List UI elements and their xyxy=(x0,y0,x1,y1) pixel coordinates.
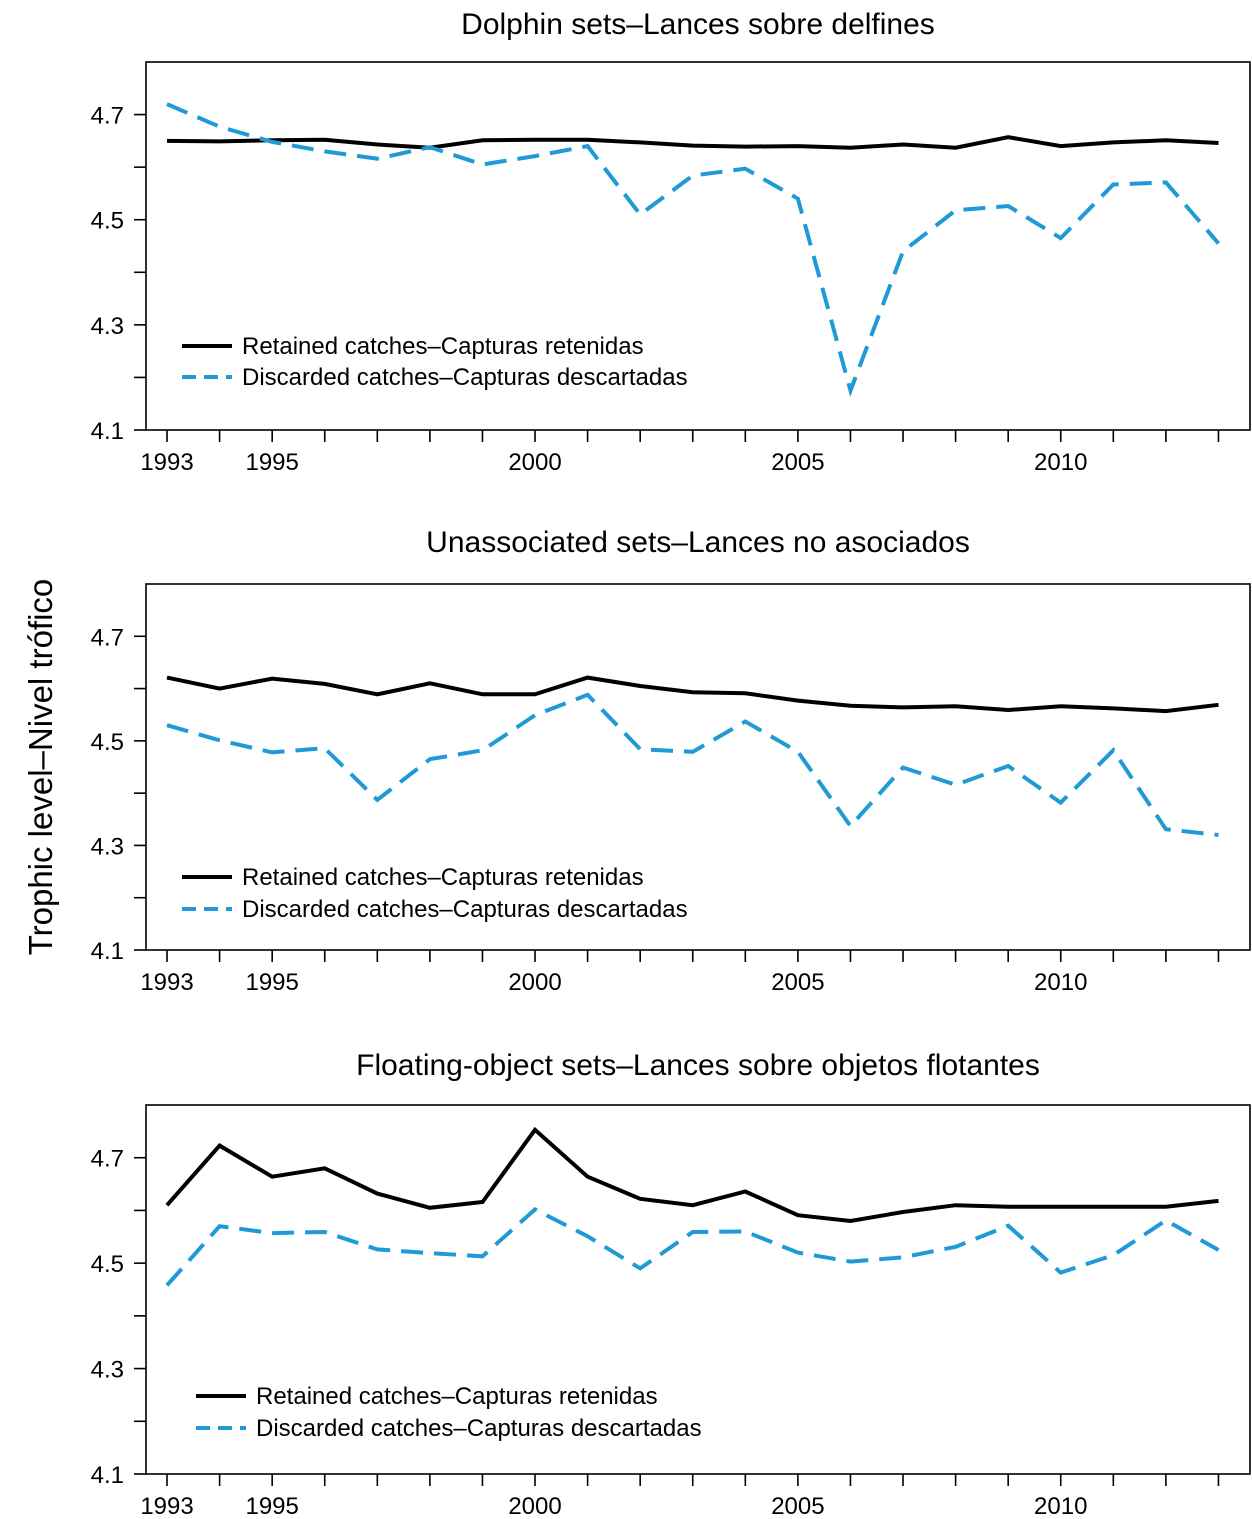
legend-label: Retained catches–Capturas retenidas xyxy=(256,1383,658,1410)
x-tick-label: 1995 xyxy=(245,969,298,996)
series-line-retained xyxy=(166,135,1219,150)
y-tick-label: 4.1 xyxy=(91,418,124,445)
legend: Retained catches–Capturas retenidas Disca… xyxy=(182,864,688,923)
x-tick-label: 2005 xyxy=(771,449,824,476)
x-tick-label: 1993 xyxy=(140,969,193,996)
x-tick-label: 2010 xyxy=(1034,1493,1087,1519)
series-line-retained xyxy=(166,675,1219,714)
chart-panel-3: Floating-object sets–Lances sobre objeto… xyxy=(91,1049,1251,1519)
x-tick-label: 1993 xyxy=(140,449,193,476)
x-tick-label: 2010 xyxy=(1034,449,1087,476)
y-tick-label: 4.5 xyxy=(91,729,124,756)
y-tick-label: 4.1 xyxy=(91,938,124,965)
y-tick-label: 4.7 xyxy=(91,1146,124,1173)
chart-title: Floating-object sets–Lances sobre objeto… xyxy=(356,1049,1040,1082)
legend-label: Discarded catches–Capturas descartadas xyxy=(242,364,688,391)
x-tick-label: 2005 xyxy=(771,969,824,996)
y-tick-label: 4.7 xyxy=(91,103,124,130)
x-tick-label: 2000 xyxy=(508,1493,561,1519)
legend-label: Discarded catches–Capturas descartadas xyxy=(242,896,688,923)
legend-label: Retained catches–Capturas retenidas xyxy=(242,864,644,891)
legend: Retained catches–Capturas retenidas Disca… xyxy=(196,1383,702,1442)
y-tick-label: 4.5 xyxy=(91,208,124,235)
y-tick-label: 4.5 xyxy=(91,1251,124,1278)
y-tick-label: 4.3 xyxy=(91,1357,124,1384)
plot-frame xyxy=(145,61,1251,431)
plot-frame xyxy=(145,1104,1251,1475)
series-line-retained xyxy=(165,1126,1219,1224)
series-line-discarded xyxy=(165,1206,1220,1287)
chart-title: Unassociated sets–Lances no asociados xyxy=(426,526,970,559)
y-tick-label: 4.3 xyxy=(91,833,124,860)
series-line-discarded xyxy=(166,102,1221,398)
y-tick-label: 4.7 xyxy=(91,624,124,651)
x-tick-label: 1993 xyxy=(140,1493,193,1519)
chart-title: Dolphin sets–Lances sobre delfines xyxy=(461,8,935,41)
legend-label: Discarded catches–Capturas descartadas xyxy=(256,1415,702,1442)
chart-panel-1: Dolphin sets–Lances sobre delfines 4.1 4.3… xyxy=(91,8,1251,476)
legend: Retained catches–Capturas retenidas Disca… xyxy=(182,333,688,391)
plot-frame xyxy=(145,583,1251,951)
series-line-discarded xyxy=(166,692,1219,837)
y-axis-label: Trophic level–Nivel trófico xyxy=(22,579,59,956)
x-tick-label: 2010 xyxy=(1034,969,1087,996)
x-tick-label: 2005 xyxy=(771,1493,824,1519)
chart-panel-2: Unassociated sets–Lances no asociados 4.1… xyxy=(91,526,1251,996)
y-tick-label: 4.1 xyxy=(91,1462,124,1489)
x-tick-label: 2000 xyxy=(508,449,561,476)
y-tick-label: 4.3 xyxy=(91,313,124,340)
x-tick-label: 2000 xyxy=(508,969,561,996)
x-tick-label: 1995 xyxy=(245,1493,298,1519)
legend-label: Retained catches–Capturas retenidas xyxy=(242,333,644,360)
x-tick-label: 1995 xyxy=(245,449,298,476)
